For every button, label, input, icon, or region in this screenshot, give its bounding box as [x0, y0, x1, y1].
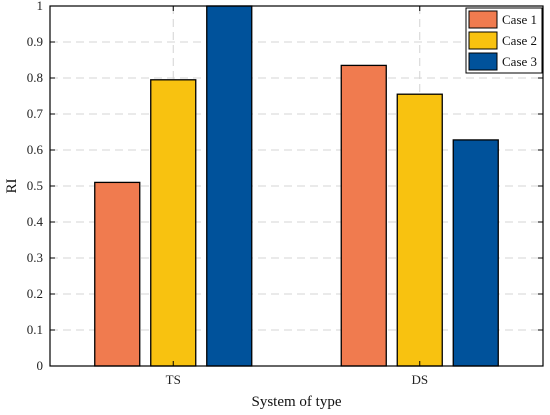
- y-tick-label: 0.4: [27, 214, 44, 229]
- y-tick-label: 1: [37, 0, 44, 13]
- y-tick-label: 0.3: [27, 250, 43, 265]
- y-tick-label: 0.9: [27, 34, 43, 49]
- legend-label: Case 2: [502, 33, 537, 48]
- y-tick-label: 0.2: [27, 286, 43, 301]
- bar-case-2-ds: [396, 93, 443, 367]
- y-tick-label: 0.5: [27, 178, 43, 193]
- bar-case-2-ts: [150, 79, 197, 367]
- y-axis-title: RI: [4, 178, 20, 193]
- bar-case-1-ds: [340, 64, 387, 367]
- bar-case-1-ts: [94, 181, 141, 367]
- x-axis-title: System of type: [252, 394, 342, 410]
- y-tick-labels: 0 0.1 0.2 0.3 0.4 0.5 0.6 0.7 0.8 0.9 1: [27, 0, 44, 373]
- legend-label: Case 1: [502, 12, 537, 27]
- legend-swatch: [468, 52, 498, 71]
- legend-label: Case 3: [502, 54, 537, 69]
- x-tick-labels: TS DS: [166, 372, 428, 387]
- legend-swatch: [468, 31, 498, 50]
- legend: Case 1 Case 2 Case 3: [465, 7, 543, 74]
- legend-swatch: [468, 10, 498, 29]
- bars: [94, 5, 499, 367]
- axis-ticks: [50, 5, 543, 367]
- x-tick-label: TS: [166, 372, 181, 387]
- bar-case-3-ds: [452, 139, 499, 367]
- y-tick-label: 0.7: [27, 106, 44, 121]
- y-tick-label: 0.6: [27, 142, 44, 157]
- y-tick-label: 0: [37, 358, 44, 373]
- bar-case-3-ts: [206, 5, 253, 367]
- x-tick-label: DS: [411, 372, 428, 387]
- y-tick-label: 0.1: [27, 322, 43, 337]
- y-tick-label: 0.8: [27, 70, 43, 85]
